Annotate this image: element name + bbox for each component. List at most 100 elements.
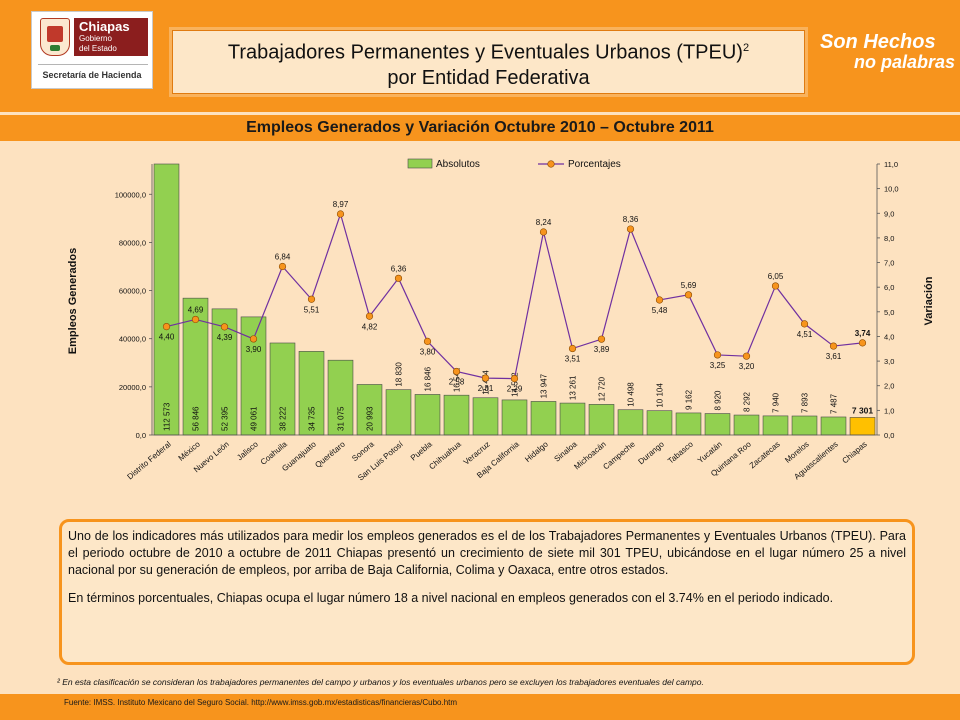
source-bar: Fuente: IMSS. Instituto Mexicano del Seg…: [0, 694, 960, 720]
percent-label-19: 3,25: [710, 361, 726, 370]
percent-label-5: 5,51: [304, 305, 320, 314]
percent-label-7: 4,82: [362, 322, 378, 331]
x-tick-label-6: Querétaro: [313, 439, 347, 469]
source-citation: Fuente: IMSS. Instituto Mexicano del Seg…: [64, 698, 458, 707]
bar-12: [501, 399, 528, 436]
bar-label-24: 7 301: [852, 405, 874, 415]
x-tick-label-3: Jalisco: [235, 439, 260, 462]
logo-divider: [38, 64, 148, 65]
legend-label-line: Porcentajes: [568, 159, 621, 170]
y-tick-label-1: 20000,0: [119, 383, 146, 392]
percent-marker-17: [655, 296, 664, 304]
chart-heading: Empleos Generados y Variación Octubre 20…: [0, 115, 960, 141]
percent-marker-21: [771, 282, 780, 290]
y2-tick-label-1: 1,0: [884, 406, 894, 415]
chiapas-logo: Chiapas Gobierno del Estado Secretaría d…: [31, 11, 153, 89]
percent-marker-18: [684, 291, 693, 299]
x-tick-label-13: Hidalgo: [523, 439, 550, 464]
percent-marker-2: [220, 323, 229, 331]
logo-name-box: Chiapas Gobierno del Estado: [74, 18, 148, 56]
percent-marker-6: [336, 210, 345, 218]
slide-title-line2: por Entidad Federativa: [387, 66, 590, 89]
legend-swatch-marker: [547, 160, 555, 168]
percent-marker-10: [452, 367, 461, 376]
percent-label-20: 3,20: [739, 362, 755, 371]
bar-7: [356, 384, 383, 436]
percent-label-24: 3,74: [855, 329, 871, 338]
percent-marker-24: [858, 339, 867, 347]
bar-label-6: 31 075: [337, 406, 346, 431]
coat-of-arms-icon: [40, 18, 70, 56]
y2-tick-label-4: 4,0: [884, 332, 894, 341]
percent-marker-15: [597, 335, 606, 343]
bar-label-16: 10 498: [627, 382, 636, 407]
percent-marker-19: [713, 351, 722, 359]
bar-24: [849, 417, 876, 436]
slogan-line1: Son Hechos: [820, 31, 936, 53]
x-tick-label-10: Chihuahua: [427, 439, 463, 471]
y-tick-label-3: 60000,0: [119, 287, 146, 296]
logo-sub1: Gobierno: [79, 34, 112, 43]
logo-department: Secretaría de Hacienda: [42, 70, 142, 80]
y2-tick-label-5: 5,0: [884, 308, 894, 317]
bar-21: [762, 415, 789, 436]
bar-16: [617, 409, 644, 436]
bar-14: [559, 402, 586, 436]
bar-15: [588, 404, 615, 436]
commentary-panel: Uno de los indicadores más utilizados pa…: [59, 519, 915, 665]
percent-marker-20: [742, 352, 751, 360]
percent-marker-13: [539, 228, 548, 236]
bar-8: [385, 389, 412, 436]
bar-label-2: 52 395: [221, 406, 230, 431]
percent-label-18: 5,69: [681, 281, 697, 290]
slogan-line2: no palabras: [854, 52, 956, 72]
y2-tick-label-2: 2,0: [884, 382, 894, 391]
percent-label-9: 3,80: [420, 347, 436, 356]
bar-label-19: 8 920: [714, 390, 723, 411]
bar-23: [820, 416, 847, 436]
bar-label-7: 20 993: [366, 406, 375, 431]
bar-label-13: 13 947: [540, 373, 549, 398]
percent-label-16: 8,36: [623, 215, 639, 224]
percent-label-12: 2,29: [507, 385, 523, 394]
x-tick-label-19: Yucatán: [696, 440, 724, 465]
legend-label-bars: Absolutos: [436, 159, 480, 170]
percent-marker-23: [829, 342, 838, 350]
y2-tick-label-9: 9,0: [884, 209, 894, 218]
percent-label-8: 6,36: [391, 264, 407, 273]
y2-tick-label-0: 0,0: [884, 431, 894, 440]
percent-marker-12: [510, 374, 519, 383]
header: Chiapas Gobierno del Estado Secretaría d…: [0, 0, 960, 112]
bar-6: [327, 359, 354, 436]
bar-label-14: 13 261: [569, 375, 578, 400]
percent-marker-4: [278, 262, 287, 271]
x-tick-label-14: Sinaloa: [553, 439, 580, 463]
bar-label-12: 14 572: [511, 372, 520, 397]
bar-label-15: 12 720: [598, 376, 607, 401]
percent-marker-1: [191, 315, 200, 324]
bar-17: [646, 410, 673, 436]
bar-label-0: 112 573: [163, 402, 172, 431]
y2-tick-label-3: 3,0: [884, 357, 894, 366]
bar-label-21: 7 940: [772, 392, 781, 413]
y-axis-title: Empleos Generados: [67, 248, 79, 354]
legend-swatch-bars: [407, 158, 433, 169]
x-tick-label-16: Campeche: [601, 439, 637, 471]
bar-9: [414, 394, 441, 436]
percent-label-3: 3,90: [246, 345, 262, 354]
bar-10: [443, 394, 470, 436]
percent-marker-8: [394, 274, 403, 282]
percent-marker-16: [626, 225, 635, 233]
percent-label-4: 6,84: [275, 252, 291, 261]
commentary-paragraph-2: En términos porcentuales, Chiapas ocupa …: [68, 591, 834, 605]
x-tick-label-22: Morelos: [783, 440, 811, 465]
percent-marker-3: [249, 335, 258, 343]
x-tick-label-0: Distrito Federal: [125, 440, 173, 482]
logo-sub2: del Estado: [79, 44, 117, 53]
percent-marker-22: [800, 320, 809, 328]
percent-label-15: 3,89: [594, 345, 610, 354]
percent-label-6: 8,97: [333, 200, 349, 209]
bar-label-23: 7 487: [830, 393, 839, 414]
bar-label-3: 49 061: [250, 406, 259, 431]
x-tick-label-21: Zacatecas: [748, 440, 782, 471]
